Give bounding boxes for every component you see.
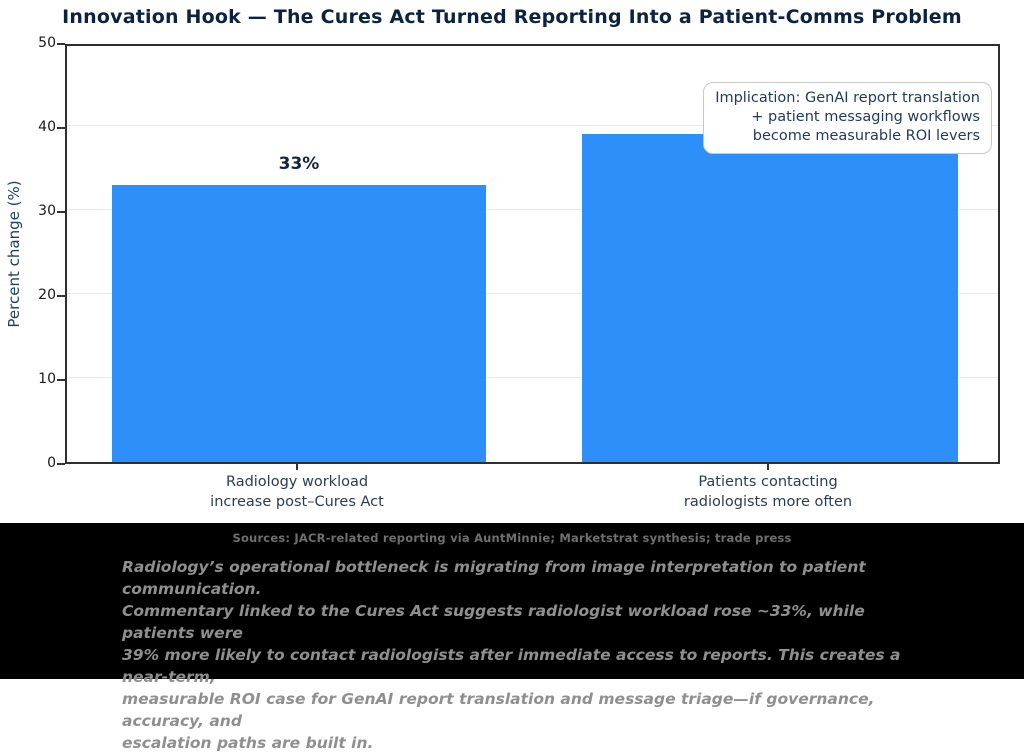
y-tick-label-40: 40 bbox=[38, 119, 56, 135]
commentary-line: 39% more likely to contact radiologists … bbox=[122, 646, 901, 686]
category-line: radiologists more often bbox=[683, 494, 853, 510]
y-tick-label-20: 20 bbox=[38, 287, 56, 303]
annotation-line: become measurable ROI levers bbox=[752, 128, 980, 144]
gridline-10 bbox=[67, 377, 998, 378]
category-line: Radiology workload bbox=[225, 474, 369, 490]
annotation-line: Implication: GenAI report translation bbox=[715, 90, 980, 106]
y-tick-mark bbox=[57, 211, 65, 213]
y-tick-label-0: 0 bbox=[47, 455, 56, 471]
bar-patients-contacting bbox=[582, 134, 958, 462]
y-tick-mark bbox=[57, 463, 65, 465]
commentary-text: Radiology’s operational bottleneck is mi… bbox=[122, 556, 922, 754]
commentary-line: escalation paths are built in. bbox=[122, 734, 374, 752]
implication-annotation: Implication: GenAI report translation + … bbox=[703, 82, 992, 154]
gridline-30 bbox=[67, 209, 998, 210]
y-tick-mark bbox=[57, 43, 65, 45]
chart-figure: Innovation Hook — The Cures Act Turned R… bbox=[5, 6, 1000, 512]
chart-title: Innovation Hook — The Cures Act Turned R… bbox=[62, 6, 962, 28]
y-tick-mark bbox=[57, 379, 65, 381]
x-category-label-radiology: Radiology workload increase post–Cures A… bbox=[110, 472, 484, 512]
x-tick-mark bbox=[296, 464, 298, 470]
annotation-line: + patient messaging workflows bbox=[751, 109, 980, 125]
plot-area: 33% Implication: GenAI report translatio… bbox=[65, 44, 1000, 464]
bar-value-label: 33% bbox=[278, 154, 320, 174]
category-line: Patients contacting bbox=[698, 474, 838, 490]
y-tick-mark bbox=[57, 127, 65, 129]
gridline-40 bbox=[67, 125, 998, 126]
commentary-line: measurable ROI case for GenAI report tra… bbox=[122, 690, 875, 730]
sources-line: Sources: JACR-related reporting via Aunt… bbox=[232, 531, 792, 545]
footer-band: Sources: JACR-related reporting via Aunt… bbox=[0, 523, 1024, 752]
y-tick-mark bbox=[57, 295, 65, 297]
y-tick-label-50: 50 bbox=[38, 35, 56, 51]
x-tick-mark bbox=[767, 464, 769, 470]
y-axis-label: Percent change (%) bbox=[5, 180, 23, 328]
bar-radiology-workload bbox=[112, 184, 486, 462]
commentary-line: Radiology’s operational bottleneck is mi… bbox=[122, 558, 866, 598]
gridline-20 bbox=[67, 293, 998, 294]
category-line: increase post–Cures Act bbox=[210, 494, 384, 510]
y-tick-label-30: 30 bbox=[38, 203, 56, 219]
x-category-label-patients: Patients contacting radiologists more of… bbox=[580, 472, 956, 512]
y-tick-label-10: 10 bbox=[38, 371, 56, 387]
commentary-line: Commentary linked to the Cures Act sugge… bbox=[122, 602, 865, 642]
